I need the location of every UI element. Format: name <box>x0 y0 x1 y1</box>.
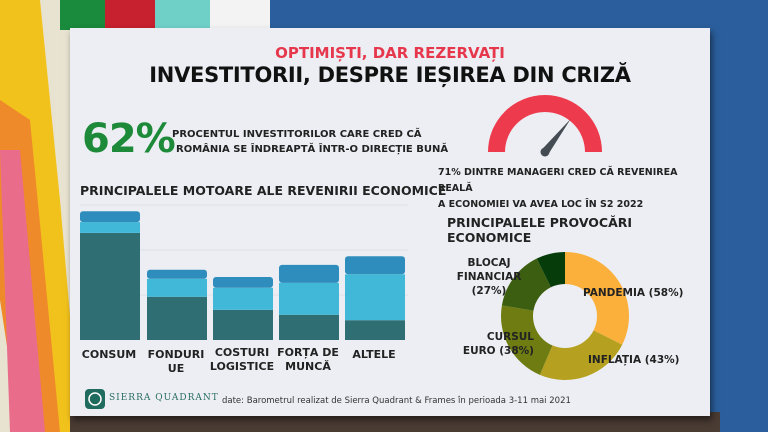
gauge <box>488 95 602 157</box>
bar-segment <box>213 277 273 288</box>
gauge-needle <box>540 118 571 157</box>
bar-segment <box>147 278 207 297</box>
bar-segment <box>147 269 207 279</box>
slice-label-blocaj: BLOCAJ FINANCIAR (27%) <box>456 257 522 297</box>
page-title: INVESTITORII, DESPRE IEȘIREA DIN CRIZĂ <box>149 63 631 87</box>
paper-strips <box>0 0 270 432</box>
donut-chart <box>501 252 629 380</box>
needle-shape <box>541 118 571 155</box>
donut-slice <box>501 258 551 311</box>
stat-value: 62% <box>82 116 176 162</box>
bar-segment <box>345 256 405 275</box>
donut-slice <box>565 252 629 345</box>
bar-segment <box>279 264 339 283</box>
bar-segment <box>147 296 207 340</box>
bar-segment <box>279 282 339 315</box>
category-label: FORȚA DE MUNCĂ <box>277 346 339 373</box>
notebook-page: OPTIMIȘTI, DAR REZERVAȚI INVESTITORII, D… <box>70 28 710 416</box>
category-label: CONSUM <box>81 348 137 361</box>
category-label: COSTURI LOGISTICE <box>209 346 275 373</box>
bar-segment <box>345 274 405 321</box>
slice-label-inflatia: INFLAȚIA (43%) <box>588 354 680 366</box>
donut-chart-title: PRINCIPALELE PROVOCĂRI ECONOMICE <box>447 215 633 245</box>
stat-line-1: PROCENTUL INVESTITORILOR CARE CRED CĂ <box>172 129 422 140</box>
bar-segment <box>213 309 273 340</box>
bar-segment <box>80 222 140 233</box>
sierra-quadrant-logo: SIERRA QUADRANT <box>84 388 224 410</box>
needle-hub <box>540 147 550 157</box>
stat-description: PROCENTUL INVESTITORILOR CARE CRED CĂ RO… <box>172 127 448 157</box>
category-label: FONDURI UE <box>147 348 205 375</box>
logo-text: SIERRA QUADRANT <box>109 393 219 403</box>
bar-segment <box>80 232 140 340</box>
subtitle: OPTIMIȘTI, DAR REZERVAȚI <box>275 44 505 62</box>
slice-label-cursul: CURSUL EURO (38%) <box>462 331 534 357</box>
bar-chart-title: PRINCIPALELE MOTOARE ALE REVENIRII ECONO… <box>80 183 447 198</box>
gauge-text: 71% DINTRE MANAGERI CRED CĂ REVENIREA RE… <box>438 165 710 213</box>
slice-label-pandemia: PANDEMIA (58%) <box>583 287 684 299</box>
bar-segment <box>279 314 339 340</box>
donut-slice <box>501 305 553 375</box>
donut-slice <box>536 252 565 288</box>
bar-segment <box>345 320 405 340</box>
donut-slice <box>539 330 623 380</box>
bar-segment <box>80 211 140 223</box>
gauge-arc <box>488 95 602 152</box>
source-note: date: Barometrul realizat de Sierra Quad… <box>222 396 571 406</box>
gauge-line-2: A ECONOMIEI VA AVEA LOC ÎN S2 2022 <box>438 199 644 210</box>
gauge-line-1: 71% DINTRE MANAGERI CRED CĂ REVENIREA RE… <box>438 167 678 194</box>
stat-line-2: ROMÂNIA SE ÎNDREAPTĂ ÎNTR-O DIRECȚIE BUN… <box>176 144 449 155</box>
logo-mark-icon <box>85 389 105 409</box>
bar-chart <box>80 204 408 340</box>
category-label: ALTELE <box>352 348 396 361</box>
bar-segment <box>213 287 273 310</box>
